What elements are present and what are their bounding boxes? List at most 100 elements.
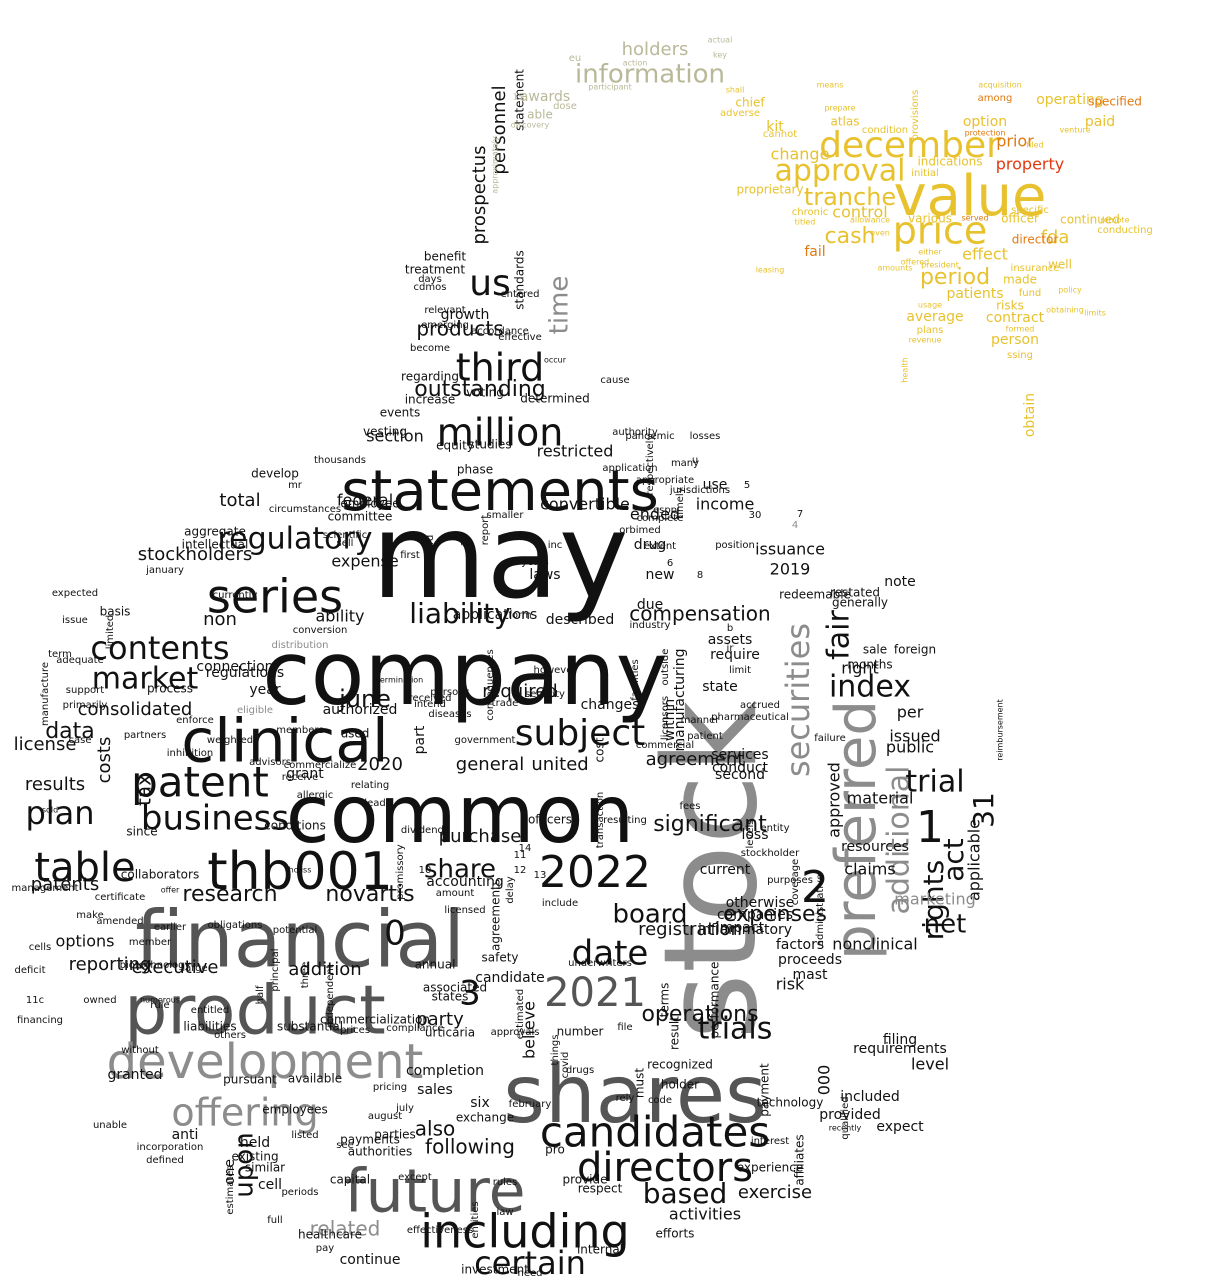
word-bomb-timely: timely xyxy=(675,487,686,518)
word-bomb-2: 2 xyxy=(801,862,829,913)
word-bomb-government: government xyxy=(455,735,516,746)
word-bomb-regarding: regarding xyxy=(401,370,459,384)
word-bomb-associated: associated xyxy=(423,981,487,995)
word-bomb-termination: termination xyxy=(377,676,424,685)
word-bomb-per: per xyxy=(897,703,924,722)
word-bomb-inc: inc xyxy=(548,540,563,551)
word-bomb-issued: issued xyxy=(889,727,940,746)
word-bomb-recognized: recognized xyxy=(647,1058,713,1072)
word-bomb-six: six xyxy=(470,1095,489,1111)
word-bomb-general: general xyxy=(456,754,524,775)
word-bomb-commercialization: commercialization xyxy=(320,1013,430,1027)
word-spark-chief: chief xyxy=(735,96,765,110)
word-spark-prepare: prepare xyxy=(824,104,855,113)
word-fuse-approximately: approximately xyxy=(491,136,500,194)
word-spark-value: value xyxy=(894,164,1047,229)
word-bomb-june: june xyxy=(338,685,391,713)
word-bomb-2019: 2019 xyxy=(770,560,811,579)
word-bomb-relating: relating xyxy=(351,780,389,791)
word-bomb-believe: believe xyxy=(520,1001,539,1059)
word-bomb-drugs: drugs xyxy=(566,1065,594,1076)
word-bomb-entities: entities xyxy=(470,1201,481,1238)
word-bomb-circumstances: circumstances xyxy=(269,504,341,515)
word-spark-among: among xyxy=(978,93,1013,104)
word-bomb-accounting: accounting xyxy=(426,874,503,890)
word-bomb-outstanding: outstanding xyxy=(414,377,546,402)
word-bomb-approvals: approvals xyxy=(491,1027,540,1038)
word-spark-atlas: atlas xyxy=(831,115,860,129)
word-bomb-occur: occur xyxy=(544,356,567,365)
word-bomb-august: august xyxy=(368,1111,402,1122)
word-bomb-resources: resources xyxy=(841,839,909,855)
word-bomb-pro: pro xyxy=(545,1143,565,1157)
word-bomb-relevant: relevant xyxy=(424,305,465,316)
word-bomb-basis: basis xyxy=(100,605,131,619)
word-bomb-shares: shares xyxy=(503,1048,766,1141)
word-bomb-standards: standards xyxy=(513,250,527,309)
word-spark-patients: patients xyxy=(946,286,1003,302)
word-bomb-index: index xyxy=(829,670,911,705)
word-bomb-develop: develop xyxy=(251,467,299,481)
word-bomb-outside: outside xyxy=(660,649,671,686)
word-bomb-statements: statements xyxy=(341,459,659,524)
word-bomb-adequate: adequate xyxy=(56,655,104,666)
word-bomb-commercial: commercial xyxy=(636,740,694,751)
word-bomb-mr: mr xyxy=(288,480,303,491)
word-bomb-certain: certain xyxy=(474,1244,586,1280)
word-bomb-drug: drug xyxy=(634,537,666,553)
word-bomb-ir: ir xyxy=(727,643,735,654)
word-spark-prior: prior xyxy=(996,132,1034,151)
word-bomb-increase: increase xyxy=(405,393,456,407)
word-bomb-public: public xyxy=(886,738,934,757)
word-bomb-principal: principal xyxy=(270,948,281,991)
word-bomb-intellectual: intellectual xyxy=(182,538,249,552)
word-bomb-subject: subject xyxy=(515,713,645,754)
word-bomb-held: held xyxy=(240,1135,270,1151)
word-bomb-second: second xyxy=(715,767,765,783)
word-bomb-coverage: coverage xyxy=(790,859,801,905)
word-bomb-award: award xyxy=(425,535,436,566)
word-spark-cannot: cannot xyxy=(763,129,797,140)
word-bomb-administrative: administrative xyxy=(815,874,826,946)
word-bomb-compliance: compliance xyxy=(386,1023,443,1034)
word-bomb-promissory: promissory xyxy=(395,844,406,900)
word-bomb-5: 5 xyxy=(744,480,750,491)
word-bomb-pay: pay xyxy=(316,1243,334,1254)
word-bomb-see: see xyxy=(336,1140,354,1151)
word-bomb-law: law xyxy=(496,1207,513,1218)
word-bomb-voting: voting xyxy=(466,386,504,400)
word-bomb-collaborators: collaborators xyxy=(121,868,199,882)
word-bomb-result: result xyxy=(668,1016,682,1050)
word-bomb-february: february xyxy=(509,1099,552,1110)
word-spark-paid: paid xyxy=(1085,114,1115,130)
word-bomb-things: things xyxy=(550,1035,561,1066)
word-bomb-additional: additional xyxy=(882,766,917,915)
word-spark-chronic: chronic xyxy=(792,207,828,218)
word-spark-formed: formed xyxy=(1006,325,1035,334)
word-bomb-substantial: substantial xyxy=(277,1020,343,1034)
word-bomb-fees: fees xyxy=(679,801,700,812)
word-bomb-respectively: respectively xyxy=(645,435,656,496)
word-bomb-also: also xyxy=(415,1117,455,1141)
word-spark-specified: specified xyxy=(1088,95,1142,109)
word-bomb-offering: offering xyxy=(171,1091,318,1135)
word-fuse-awards: awards xyxy=(520,89,570,105)
word-bomb-market: market xyxy=(92,662,199,697)
word-bomb-product: product xyxy=(124,972,386,1051)
word-bomb-liability: liability xyxy=(409,597,510,630)
word-bomb-purchase: purchase xyxy=(439,826,522,847)
word-bomb-income: income xyxy=(696,495,755,514)
word-bomb-exercise: exercise xyxy=(738,1182,812,1203)
word-bomb-12: 12 xyxy=(514,865,527,876)
word-spark-provisions: provisions xyxy=(910,90,921,141)
word-bomb-days: days xyxy=(418,274,442,285)
word-bomb-pricing: pricing xyxy=(373,1082,407,1093)
word-bomb-rule: rule xyxy=(150,1000,169,1011)
word-bomb-factors: factors xyxy=(776,937,824,953)
word-bomb-officers: officers xyxy=(528,813,572,827)
word-bomb-holiss: holiss xyxy=(289,866,312,875)
word-bomb-fair: fair xyxy=(822,610,857,660)
word-bomb-qualified: qualified xyxy=(840,1096,851,1139)
word-bomb-phase: phase xyxy=(457,463,493,477)
word-bomb-issuance: issuance xyxy=(755,540,825,559)
